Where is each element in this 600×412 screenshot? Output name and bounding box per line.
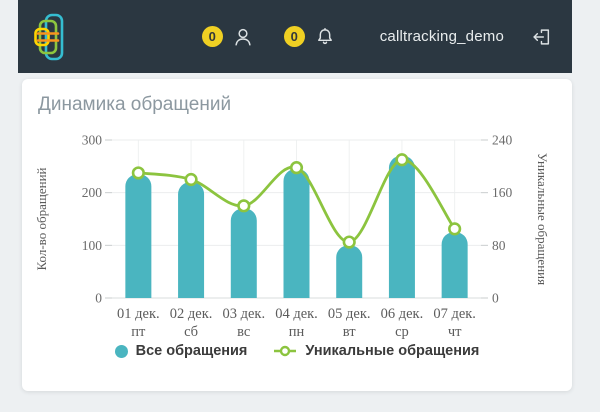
left-axis-tick-label: 0 xyxy=(95,291,102,306)
legend-unique-marker-icon xyxy=(274,345,297,357)
header-actions: 0 0 calltracking_demo xyxy=(201,26,552,48)
legend-all-label: Все обращения xyxy=(135,343,248,359)
bar-02 дек.[interactable] xyxy=(178,182,205,298)
x-axis-date-label: 02 дек. xyxy=(170,306,213,322)
left-axis-tick-label: 200 xyxy=(82,185,103,200)
chart-title: Динамика обращений xyxy=(38,94,232,115)
top-header: 0 0 calltracking_demo xyxy=(18,0,572,73)
line-marker-02 дек.[interactable] xyxy=(184,172,198,187)
x-axis-date-label: 05 дек. xyxy=(328,306,371,322)
notifications-count-badge: 0 xyxy=(283,26,305,47)
left-axis-title: Кол-во обращений xyxy=(34,167,49,270)
x-axis-date-label: 01 дек. xyxy=(117,306,160,322)
legend-unique-label: Уникальные обращения xyxy=(305,343,480,359)
x-axis-date-label: 06 дек. xyxy=(381,306,424,322)
x-axis-weekday-label: ср xyxy=(395,324,409,340)
x-axis-date-label: 04 дек. xyxy=(275,306,318,322)
account-name[interactable]: calltracking_demo xyxy=(379,28,504,45)
bar-04 дек.[interactable] xyxy=(283,168,310,298)
operators-count-badge: 0 xyxy=(201,26,223,47)
right-axis-title: Уникальные обращения xyxy=(535,153,550,285)
line-marker-01 дек.[interactable] xyxy=(131,166,145,180)
legend-item-all[interactable]: Все обращения xyxy=(114,343,248,359)
left-axis-tick-label: 300 xyxy=(82,133,103,148)
notifications-bell-icon[interactable] xyxy=(314,26,336,48)
logout-icon[interactable] xyxy=(530,26,552,48)
chart-legend: Все обращения Уникальные обращения xyxy=(22,343,572,359)
x-axis-date-label: 07 дек. xyxy=(433,306,476,322)
line-marker-05 дек.[interactable] xyxy=(342,235,356,249)
x-axis-weekday-label: сб xyxy=(184,324,198,340)
left-axis-tick-label: 100 xyxy=(82,238,103,253)
bar-01 дек.[interactable] xyxy=(125,174,152,298)
app-logo-icon[interactable] xyxy=(34,12,66,62)
line-marker-03 дек.[interactable] xyxy=(237,199,251,213)
bar-05 дек.[interactable] xyxy=(336,245,363,298)
right-axis-tick-label: 0 xyxy=(492,291,499,306)
right-axis-tick-label: 160 xyxy=(492,185,513,200)
bar-07 дек.[interactable] xyxy=(441,232,468,298)
x-axis-weekday-label: чт xyxy=(448,324,462,340)
chart-card: Динамика обращений 0 0 100 80 200 160 300 240 01… xyxy=(22,79,572,391)
line-marker-07 дек.[interactable] xyxy=(448,222,462,236)
requests-chart-svg: 0 0 100 80 200 160 300 240 01 дек. пт 02 дек. сб 03 … xyxy=(34,133,550,341)
right-axis-tick-label: 240 xyxy=(492,133,513,148)
requests-chart: 0 0 100 80 200 160 300 240 01 дек. пт 02 дек. сб 03 … xyxy=(22,122,572,342)
bar-03 дек.[interactable] xyxy=(230,208,257,298)
x-axis-weekday-label: пн xyxy=(289,324,305,340)
x-axis-weekday-label: вт xyxy=(343,324,356,340)
right-axis-tick-label: 80 xyxy=(492,238,506,253)
legend-all-marker-icon xyxy=(114,344,128,358)
x-axis-weekday-label: вс xyxy=(237,324,250,340)
line-marker-06 дек.[interactable] xyxy=(395,153,409,167)
bar-06 дек.[interactable] xyxy=(388,155,415,298)
operators-person-icon[interactable] xyxy=(232,26,254,48)
legend-item-unique[interactable]: Уникальные обращения xyxy=(273,343,479,359)
line-marker-04 дек.[interactable] xyxy=(289,161,304,175)
x-axis-date-label: 03 дек. xyxy=(222,306,265,322)
x-axis-weekday-label: пт xyxy=(131,324,146,340)
